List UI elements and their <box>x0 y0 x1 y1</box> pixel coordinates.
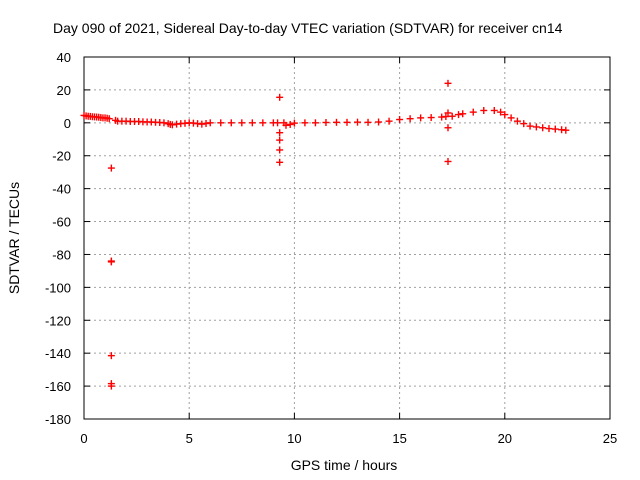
data-point <box>206 119 214 127</box>
data-point <box>427 114 435 122</box>
x-tick-label: 25 <box>603 431 617 446</box>
data-point <box>160 119 168 127</box>
data-point <box>276 158 284 166</box>
data-point <box>459 110 467 118</box>
data-point <box>375 118 383 126</box>
y-tick-label: -100 <box>45 280 71 295</box>
y-tick-label: -60 <box>52 215 71 230</box>
data-point <box>276 146 284 154</box>
axis-ticks <box>83 56 611 420</box>
data-point <box>406 115 414 123</box>
data-point <box>507 114 515 122</box>
y-tick-label: -140 <box>45 346 71 361</box>
y-axis-label: SDTVAR / TECUs <box>6 182 22 294</box>
data-point <box>301 119 309 127</box>
data-point <box>276 136 284 144</box>
y-tick-label: 0 <box>64 116 71 131</box>
data-point <box>444 124 452 132</box>
data-point <box>532 123 540 131</box>
y-tick-label: -40 <box>52 182 71 197</box>
data-point <box>107 258 115 266</box>
data-point <box>286 120 294 128</box>
chart-title: Day 090 of 2021, Sidereal Day-to-day VTE… <box>53 20 563 36</box>
data-point <box>276 93 284 101</box>
data-point <box>107 352 115 360</box>
y-tick-label: -160 <box>45 379 71 394</box>
data-point <box>526 122 534 130</box>
data-point <box>480 106 488 114</box>
x-tick-label: 15 <box>392 431 406 446</box>
x-tick-label: 20 <box>498 431 512 446</box>
data-point <box>497 108 505 116</box>
data-point <box>448 112 456 120</box>
data-point <box>455 111 463 119</box>
data-point <box>364 118 372 126</box>
data-point <box>274 119 282 127</box>
x-tick-label: 5 <box>186 431 193 446</box>
y-tick-label: -120 <box>45 313 71 328</box>
data-point <box>238 119 246 127</box>
data-point <box>282 121 290 129</box>
data-point <box>343 118 351 126</box>
data-point <box>444 157 452 165</box>
data-point <box>539 124 547 132</box>
data-point <box>354 118 362 126</box>
data-point <box>469 108 477 116</box>
data-point <box>442 113 450 121</box>
y-tick-label: 40 <box>57 50 71 65</box>
data-point <box>513 117 521 125</box>
data-point <box>562 126 570 134</box>
data-point <box>396 116 404 124</box>
data-point <box>248 119 256 127</box>
y-tick-label: -180 <box>45 412 71 427</box>
y-tick-label: -20 <box>52 149 71 164</box>
data-point <box>227 119 235 127</box>
y-tick-label: 20 <box>57 83 71 98</box>
data-point <box>501 111 509 119</box>
data-point <box>107 382 115 390</box>
data-point <box>332 118 340 126</box>
x-tick-label: 0 <box>80 431 87 446</box>
data-point <box>545 125 553 133</box>
grid-lines <box>84 57 610 419</box>
data-point <box>490 106 498 114</box>
tick-labels: 40 20 0 -20 -40 -60 -80 -100 -120 -140 -160 -180 0 5 1… <box>45 50 617 446</box>
plot-frame <box>83 56 611 420</box>
data-point <box>276 129 284 137</box>
data-point <box>444 109 452 117</box>
y-tick-label: -80 <box>52 247 71 262</box>
data-point <box>259 119 267 127</box>
data-point <box>385 117 393 125</box>
x-tick-label: 10 <box>287 431 301 446</box>
x-axis-label: GPS time / hours <box>291 457 398 473</box>
data-point <box>311 119 319 127</box>
data-point <box>551 125 559 133</box>
data-points <box>80 79 570 390</box>
data-point <box>322 118 330 126</box>
data-point <box>290 119 298 127</box>
data-point <box>105 115 113 123</box>
data-point <box>520 120 528 128</box>
data-point <box>444 79 452 87</box>
data-point <box>217 119 225 127</box>
data-point <box>417 114 425 122</box>
data-point <box>107 164 115 172</box>
